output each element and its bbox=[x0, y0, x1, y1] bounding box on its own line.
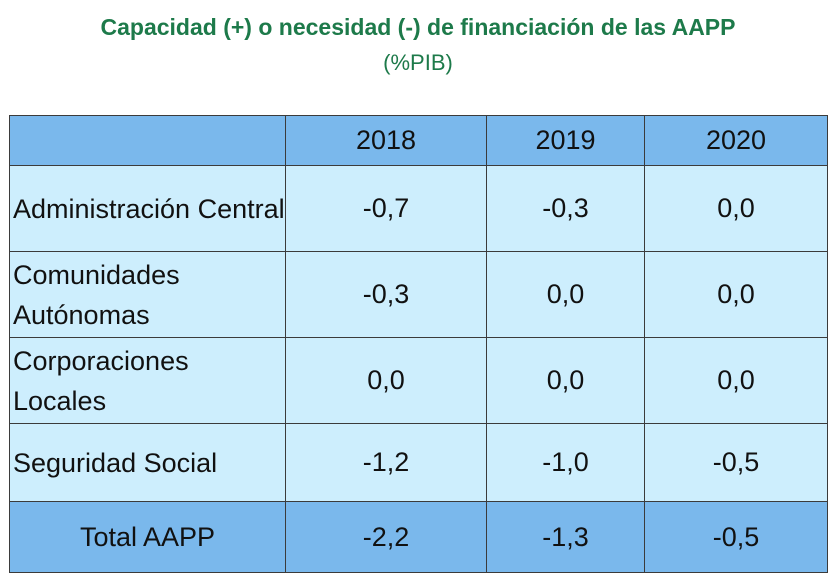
row-label: Administración Central bbox=[9, 165, 286, 252]
row-label: Corporaciones Locales bbox=[9, 337, 286, 424]
table-cell: 0,0 bbox=[486, 337, 645, 424]
table-row: Administración Central -0,7 -0,3 0,0 bbox=[9, 165, 828, 252]
total-cell: -2,2 bbox=[285, 501, 487, 573]
table-cell: -1,0 bbox=[486, 423, 645, 502]
table-cell: 0,0 bbox=[644, 337, 828, 424]
table-cell: -0,3 bbox=[285, 251, 487, 338]
table-cell: 0,0 bbox=[486, 251, 645, 338]
financing-table: 2018 2019 2020 Administración Central -0… bbox=[9, 115, 828, 573]
table-cell: 0,0 bbox=[644, 165, 828, 252]
header-cell-2019: 2019 bbox=[486, 115, 645, 166]
row-label: Seguridad Social bbox=[9, 423, 286, 502]
table-row: Corporaciones Locales 0,0 0,0 0,0 bbox=[9, 337, 828, 424]
total-label: Total AAPP bbox=[9, 501, 286, 573]
table-row: Seguridad Social -1,2 -1,0 -0,5 bbox=[9, 423, 828, 502]
table-cell: 0,0 bbox=[644, 251, 828, 338]
header-cell-2018: 2018 bbox=[285, 115, 487, 166]
header-cell-2020: 2020 bbox=[644, 115, 828, 166]
header-row: 2018 2019 2020 bbox=[9, 115, 828, 166]
row-label: Comunidades Autónomas bbox=[9, 251, 286, 338]
table-row: Comunidades Autónomas -0,3 0,0 0,0 bbox=[9, 251, 828, 338]
table-cell: -1,2 bbox=[285, 423, 487, 502]
chart-title: Capacidad (+) o necesidad (-) de financi… bbox=[100, 14, 736, 40]
total-cell: -1,3 bbox=[486, 501, 645, 573]
header-cell-empty bbox=[9, 115, 286, 166]
chart-subtitle: (%PIB) bbox=[383, 50, 453, 75]
table-cell: 0,0 bbox=[285, 337, 487, 424]
total-row: Total AAPP -2,2 -1,3 -0,5 bbox=[9, 501, 828, 573]
total-cell: -0,5 bbox=[644, 501, 828, 573]
table-cell: -0,3 bbox=[486, 165, 645, 252]
table-cell: -0,5 bbox=[644, 423, 828, 502]
table-cell: -0,7 bbox=[285, 165, 487, 252]
